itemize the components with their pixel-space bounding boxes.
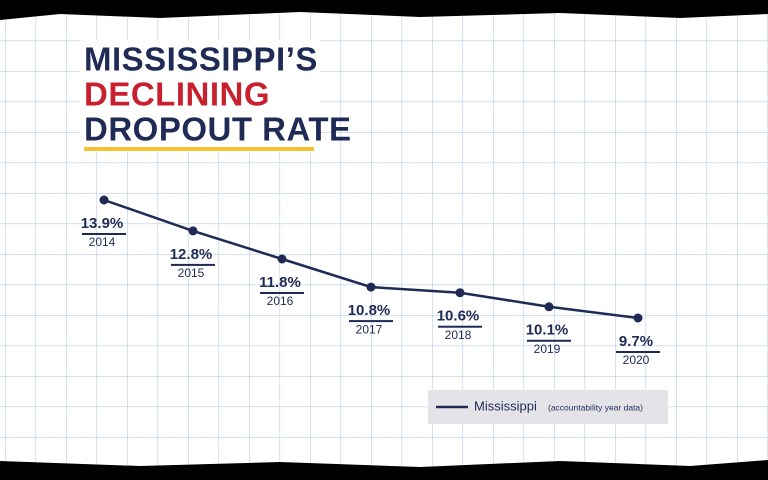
data-point: [633, 313, 643, 323]
x-tick-label: 2015: [178, 266, 205, 280]
label-rule: [616, 351, 660, 353]
data-point: [366, 282, 376, 292]
x-tick-label: 2018: [445, 328, 472, 342]
value-label: 10.1%: [526, 322, 569, 339]
label-rule: [438, 325, 482, 328]
title-line: MISSISSIPPI’S: [84, 41, 318, 78]
label-rule: [527, 339, 571, 342]
label-rule: [260, 292, 304, 294]
title-line: DROPOUT RATE: [84, 111, 352, 148]
data-point: [188, 226, 198, 236]
label-rule: [349, 320, 393, 323]
data-point: [99, 195, 109, 205]
value-label: 10.8%: [348, 302, 391, 319]
x-tick-label: 2016: [267, 294, 294, 308]
x-tick-label: 2014: [89, 235, 116, 249]
legend-note: (accountability year data): [548, 402, 643, 412]
title-backdrop: [80, 40, 320, 152]
label-rule: [82, 233, 126, 235]
title-underline: [84, 147, 314, 151]
data-point: [455, 288, 465, 298]
x-tick-label: 2019: [534, 342, 561, 356]
value-label: 12.8%: [170, 246, 213, 263]
value-label: 13.9%: [81, 215, 124, 232]
value-label: 9.7%: [619, 333, 653, 350]
x-tick-label: 2020: [623, 353, 650, 367]
title-line: DECLINING: [84, 76, 270, 113]
legend-label: Mississippi: [474, 398, 537, 413]
value-label: 11.8%: [259, 274, 301, 291]
label-rule: [171, 263, 215, 266]
value-label: 10.6%: [437, 308, 480, 325]
data-point: [277, 254, 287, 264]
data-point: [544, 302, 554, 312]
x-tick-label: 2017: [356, 322, 383, 336]
